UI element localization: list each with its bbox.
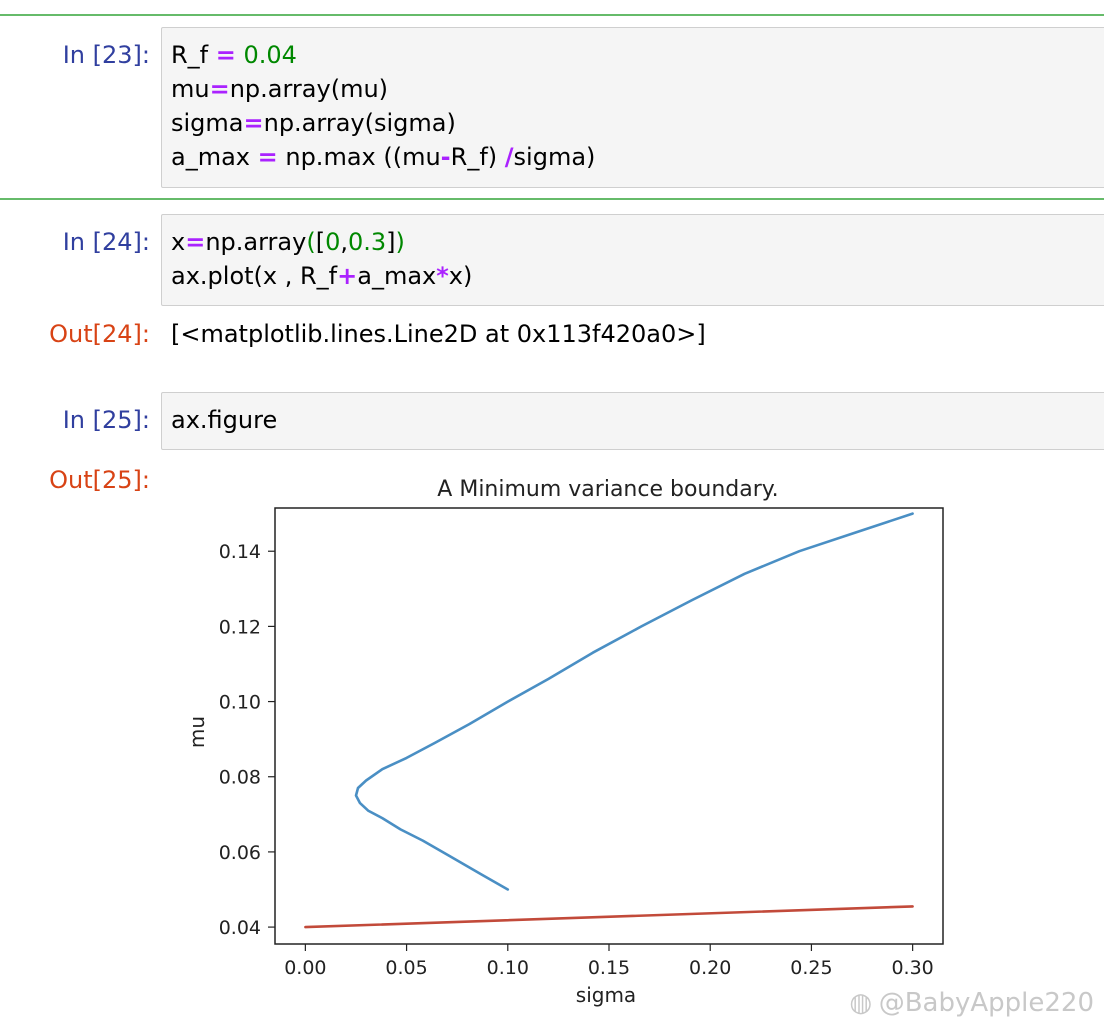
cell-selection-border-top	[0, 14, 1104, 16]
code-cell-24[interactable]	[161, 214, 1104, 306]
code-line: sigma=np.array(sigma)	[171, 106, 595, 140]
input-prompt-24: In [24]:	[62, 228, 150, 256]
code-token: R_f)	[450, 143, 505, 171]
code-token: =	[257, 143, 278, 171]
code-token: =	[185, 228, 206, 256]
output-prompt-25: Out[25]:	[49, 466, 150, 494]
code-cell-25[interactable]	[161, 392, 1104, 450]
code-23[interactable]: R_f = 0.04 mu=np.array(mu) sigma=np.array(…	[171, 38, 595, 174]
code-line: ax.figure	[171, 403, 277, 437]
code-token: sigma	[171, 109, 244, 137]
code-line: a_max = np.max ((mu-R_f) /sigma)	[171, 140, 595, 174]
code-token: [	[315, 228, 326, 256]
output-text-24: [<matplotlib.lines.Line2D at 0x113f420a0…	[171, 320, 706, 348]
code-token: np.array	[205, 228, 307, 256]
x-axis-label: sigma	[576, 983, 636, 1007]
y-tick-label: 0.06	[219, 842, 261, 864]
code-line: R_f = 0.04	[171, 38, 595, 72]
code-token: )	[395, 228, 405, 256]
code-token: ax.figure	[171, 406, 278, 434]
code-token: ]	[386, 228, 396, 256]
code-token: sigma)	[513, 143, 596, 171]
y-tick-label: 0.12	[219, 616, 261, 638]
code-token: mu	[171, 75, 210, 103]
chart-title: A Minimum variance boundary.	[437, 477, 778, 502]
code-token: -	[440, 143, 451, 171]
y-tick-label: 0.10	[219, 692, 261, 714]
code-token: *	[436, 262, 449, 290]
x-tick-label: 0.00	[284, 957, 326, 979]
x-tick-label: 0.10	[487, 957, 529, 979]
code-line: x=np.array([0,0.3])	[171, 225, 472, 259]
code-token: a_max	[357, 262, 437, 290]
code-token: 0.04	[243, 41, 297, 69]
code-token	[236, 41, 244, 69]
cell-selection-border-bottom	[0, 198, 1104, 200]
x-tick-label: 0.30	[891, 957, 933, 979]
watermark-text: @BabyApple220	[878, 988, 1094, 1018]
code-token: x)	[448, 262, 473, 290]
series-line-capital-market	[304, 905, 914, 929]
code-token: x	[171, 228, 186, 256]
code-token: np.max ((mu	[277, 143, 441, 171]
code-token: /	[504, 143, 514, 171]
y-tick-label: 0.14	[219, 541, 261, 563]
code-line: mu=np.array(mu)	[171, 72, 595, 106]
x-tick-label: 0.05	[385, 957, 427, 979]
code-token: =	[215, 41, 236, 69]
code-token: np.array(sigma)	[263, 109, 456, 137]
y-tick-label: 0.04	[219, 917, 261, 939]
code-token: 0	[325, 228, 341, 256]
code-token: ax.plot(x , R_f	[171, 262, 338, 290]
y-axis-label: mu	[185, 716, 209, 748]
code-token: =	[243, 109, 264, 137]
input-prompt-23: In [23]:	[62, 41, 150, 69]
watermark: ◍ @BabyApple220	[843, 988, 1094, 1018]
code-token: ,	[340, 228, 348, 256]
code-24[interactable]: x=np.array([0,0.3]) ax.plot(x , R_f+a_max…	[171, 225, 472, 293]
series-line-frontier	[354, 512, 914, 891]
code-token: =	[209, 75, 230, 103]
code-token: np.array(mu)	[229, 75, 389, 103]
code-token: (	[306, 228, 316, 256]
x-tick-label: 0.25	[790, 957, 832, 979]
x-tick-label: 0.20	[689, 957, 731, 979]
matplotlib-figure: A Minimum variance boundary. 0.00 0.05 0.1…	[185, 477, 944, 1007]
code-token: +	[337, 262, 358, 290]
code-line: ax.plot(x , R_f+a_max*x)	[171, 259, 472, 293]
plot-area	[274, 507, 944, 945]
code-token: 0.3	[348, 228, 387, 256]
input-prompt-25: In [25]:	[62, 406, 150, 434]
x-tick-label: 0.15	[588, 957, 630, 979]
y-tick-label: 0.08	[219, 767, 261, 789]
code-cell-23[interactable]	[161, 27, 1104, 188]
weibo-icon: ◍	[849, 988, 873, 1018]
code-25[interactable]: ax.figure	[171, 403, 277, 437]
code-token: R_f	[171, 41, 216, 69]
code-token: a_max	[171, 143, 258, 171]
output-prompt-24: Out[24]:	[49, 320, 150, 348]
